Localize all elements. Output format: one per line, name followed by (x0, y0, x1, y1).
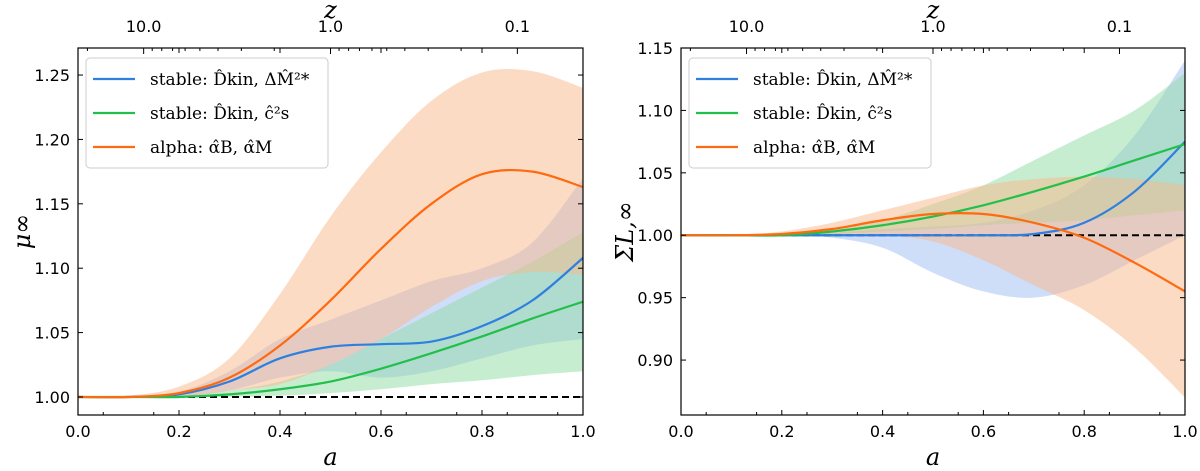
top-axis-label: z (926, 0, 940, 24)
x-tick-label: 0.2 (769, 422, 794, 441)
legend-box (85, 57, 329, 169)
top-x-tick-label: 10.0 (729, 17, 765, 36)
legend-entry: stable: D̂kin, ĉ²s (753, 104, 892, 124)
x-tick-label: 0.8 (469, 422, 494, 441)
x-tick-label: 1.0 (1172, 422, 1197, 441)
line-series-2 (78, 300, 583, 399)
y-axis-label: ΣL,∞ (611, 201, 639, 263)
top-x-tick-label: 1.0 (318, 17, 343, 36)
x-tick-label: 0.8 (1071, 422, 1096, 441)
legend: stable: D̂kin, ΔM̂²* stable: D̂kin, ĉ²s al… (85, 57, 329, 169)
band-series-2 (78, 232, 583, 398)
panel-2: 0.0 0.2 0.4 0.6 0.8 1.0 0.90 0.95 1.00 1.05 1.10 1.… (611, 0, 1198, 471)
band-series-3 (78, 69, 583, 398)
y-tick-label: 0.95 (637, 289, 673, 308)
legend-entry: alpha: α̂B, α̂M (150, 138, 272, 158)
y-tick-label: 1.10 (34, 259, 70, 278)
x-tick-label: 0.2 (166, 422, 191, 441)
y-tick-label: 0.90 (637, 351, 673, 370)
x-tick-label: 0.4 (870, 422, 895, 441)
x-tick-label: 1.0 (570, 422, 595, 441)
y-tick-label: 1.05 (637, 164, 673, 183)
x-axis-label: a (323, 443, 337, 471)
x-tick-label: 0.4 (267, 422, 292, 441)
legend-entry: alpha: α̂B, α̂M (753, 138, 875, 158)
y-tick-label: 1.00 (34, 388, 70, 407)
top-x-tick-label: 1.0 (920, 17, 945, 36)
x-tick-label: 0.0 (65, 422, 90, 441)
legend-entry: stable: D̂kin, ĉ²s (150, 104, 289, 124)
y-tick-label: 1.20 (34, 130, 70, 149)
x-tick-label: 0.6 (368, 422, 393, 441)
x-axis-label: a (926, 443, 940, 471)
x-tick-label: 0.0 (668, 422, 693, 441)
legend-box (688, 57, 932, 169)
legend-entry: stable: D̂kin, ΔM̂²* (753, 70, 913, 90)
y-tick-label: 1.25 (34, 66, 70, 85)
x-tick-label: 0.6 (971, 422, 996, 441)
legend-entry: stable: D̂kin, ΔM̂²* (150, 70, 310, 90)
line-series-3 (78, 168, 583, 399)
y-axis-label: μ∞ (8, 214, 36, 250)
y-tick-label: 1.15 (34, 195, 70, 214)
top-x-tick-label: 10.0 (126, 17, 162, 36)
top-x-tick-label: 0.1 (505, 17, 530, 36)
y-tick-label: 1.10 (637, 101, 673, 120)
y-tick-label: 1.15 (637, 39, 673, 58)
plot-area (78, 69, 583, 399)
plot-area (681, 60, 1185, 398)
y-tick-label: 1.05 (34, 324, 70, 343)
top-x-tick-label: 0.1 (1107, 17, 1132, 36)
panel-1: 0.0 0.2 0.4 0.6 0.8 1.0 1.00 1.05 1.10 1.15 1.20 1.… (8, 0, 596, 471)
line-series-3 (681, 211, 1185, 293)
y-tick-label: 1.00 (637, 226, 673, 245)
top-axis-label: z (323, 0, 337, 24)
legend: stable: D̂kin, ΔM̂²* stable: D̂kin, ĉ²s al… (688, 57, 932, 169)
